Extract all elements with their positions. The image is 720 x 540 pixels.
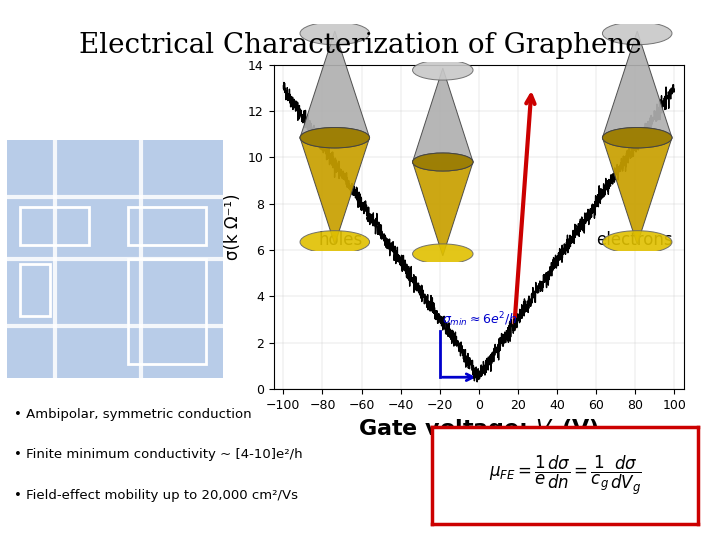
Ellipse shape [300,127,369,148]
Ellipse shape [300,231,369,253]
Polygon shape [413,162,473,256]
Text: $\sigma_{min} \approx 6e^2/h$: $\sigma_{min} \approx 6e^2/h$ [441,310,517,329]
X-axis label: Gate voltage: $V_g$(V): Gate voltage: $V_g$(V) [359,417,599,444]
Ellipse shape [300,127,369,148]
Ellipse shape [603,127,672,148]
Bar [128,207,206,245]
Bar [20,207,89,245]
Ellipse shape [603,22,672,45]
Ellipse shape [413,60,473,80]
Text: electrons: electrons [596,231,672,249]
Ellipse shape [413,244,473,264]
Bar [20,264,50,316]
Bar [128,259,206,364]
Ellipse shape [300,22,369,45]
Ellipse shape [413,153,473,171]
Polygon shape [300,138,369,244]
Text: • Ambipolar, symmetric conduction: • Ambipolar, symmetric conduction [14,408,252,421]
Ellipse shape [603,231,672,253]
Text: holes: holes [318,231,363,249]
Text: • Finite minimum conductivity ~ [4-10]e²/h: • Finite minimum conductivity ~ [4-10]e²… [14,448,303,461]
Ellipse shape [413,153,473,171]
Polygon shape [413,68,473,162]
Polygon shape [603,31,672,138]
Y-axis label: σ(k Ω⁻¹): σ(k Ω⁻¹) [225,193,243,260]
Polygon shape [603,138,672,244]
Ellipse shape [603,127,672,148]
Text: $\mu_{FE} = \dfrac{1}{e}\dfrac{d\sigma}{dn} = \dfrac{1}{c_g}\dfrac{d\sigma}{dV_g: $\mu_{FE} = \dfrac{1}{e}\dfrac{d\sigma}{… [489,454,642,497]
Text: • Field-effect mobility up to 20,000 cm²/Vs: • Field-effect mobility up to 20,000 cm²… [14,489,298,502]
Text: Electrical Characterization of Graphene: Electrical Characterization of Graphene [78,32,642,59]
Polygon shape [300,31,369,138]
